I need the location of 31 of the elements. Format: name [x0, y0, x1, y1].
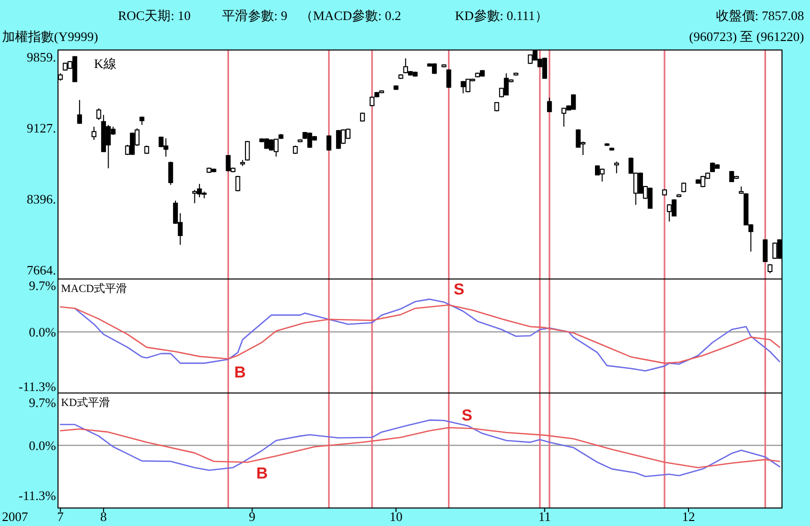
y-tick-label: 9127.	[26, 120, 56, 136]
chart-subtitle: (960723) 至 (961220)	[689, 29, 804, 44]
annotation: S	[462, 408, 473, 424]
chart-title: KD式平滑	[61, 396, 110, 409]
annotation: B	[256, 466, 268, 482]
x-tick-label: 7	[57, 509, 64, 524]
chart-title: MACD式平滑	[61, 282, 128, 295]
text: 收盤價: 7857.08	[716, 8, 804, 23]
x-tick-label: 10	[390, 509, 403, 524]
text: （MACD參數: 0.2	[300, 8, 402, 23]
x-tick-label: 9	[248, 509, 256, 524]
annotation: S	[454, 282, 465, 298]
text: ROC天期: 10	[118, 8, 191, 23]
x-tick-label: 12	[682, 509, 696, 524]
x-tick-label: 8	[100, 509, 107, 524]
y-tick-label: 0.0%	[28, 438, 56, 453]
text: 2007	[2, 509, 28, 524]
y-tick-label: 7664.	[26, 262, 56, 278]
y-tick-label: 9.7%	[28, 278, 56, 293]
x-tick-label: 11	[538, 509, 551, 524]
y-tick-label: 9859.	[26, 49, 56, 64]
y-tick-label: 9.7%	[28, 394, 56, 410]
annotation: B	[234, 364, 246, 382]
text: KD參數: 0.111）	[455, 8, 548, 23]
y-tick-label: 0.0%	[28, 324, 56, 340]
y-tick-label: -11.3%	[18, 378, 56, 394]
y-tick-label: 8396.	[26, 191, 56, 206]
text: 平滑参數: 9	[222, 8, 288, 23]
annotation: K線	[94, 56, 116, 71]
chart-title: 加權指數(Y9999)	[2, 29, 98, 44]
y-tick-label: -11.3%	[18, 488, 56, 504]
